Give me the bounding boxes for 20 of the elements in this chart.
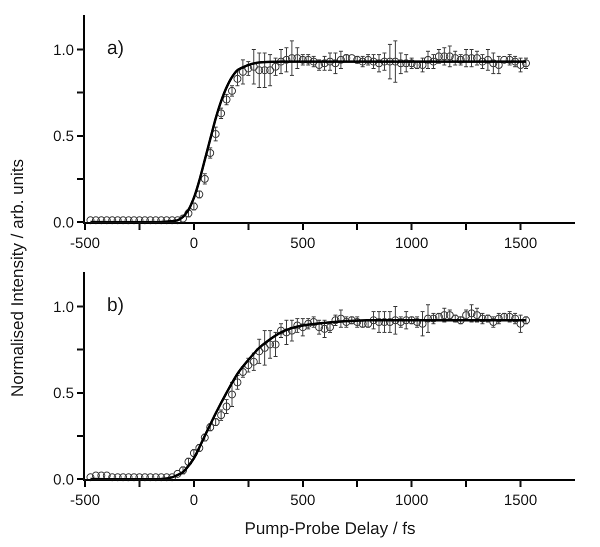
annotation: a) [107, 38, 124, 59]
x-tick-label: 1500 [504, 235, 538, 252]
x-tick-label: -500 [70, 235, 100, 252]
x-tick-label: 1000 [394, 492, 428, 509]
y-tick-label: 0.0 [53, 471, 74, 488]
x-tick-label: 1500 [504, 492, 538, 509]
x-tick-label: 500 [290, 492, 316, 509]
x-axis-title: Pump-Probe Delay / fs [244, 518, 416, 538]
x-tick-label: -500 [70, 492, 100, 509]
y-axis-title: Normalised Intensity / arb. units [8, 158, 28, 398]
x-tick-label: 0 [190, 492, 198, 509]
x-tick-label: 500 [290, 235, 316, 252]
annotation: b) [107, 295, 124, 316]
x-tick-label: 1000 [394, 235, 428, 252]
y-tick-label: 0.5 [53, 128, 74, 145]
y-tick-label: 1.0 [53, 42, 74, 59]
x-tick-label: 0 [190, 235, 198, 252]
y-tick-label: 0.0 [53, 214, 74, 232]
y-tick-label: 0.5 [53, 385, 74, 402]
y-tick-label: 1.0 [53, 298, 74, 316]
